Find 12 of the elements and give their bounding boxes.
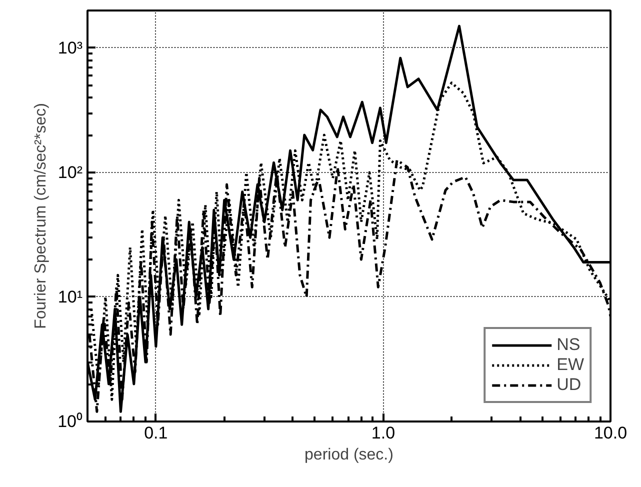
- x-tick-label: 10.0: [594, 424, 628, 442]
- x-tick-label: 0.1: [144, 424, 168, 442]
- legend-label: UD: [556, 375, 582, 395]
- legend-label: EW: [556, 355, 584, 375]
- y-tick-label: 10³: [58, 38, 83, 58]
- y-tick-label: 10¹: [58, 287, 83, 306]
- x-axis-title: period (sec.): [304, 446, 394, 464]
- legend-label: NS: [556, 335, 580, 355]
- y-tick-label: 10⁰: [58, 412, 83, 431]
- y-tick-label: 10²: [58, 162, 83, 182]
- y-axis-title: Fourier Spectrum (cm/sec²*sec): [32, 103, 50, 329]
- x-tick-label: 1.0: [371, 424, 396, 442]
